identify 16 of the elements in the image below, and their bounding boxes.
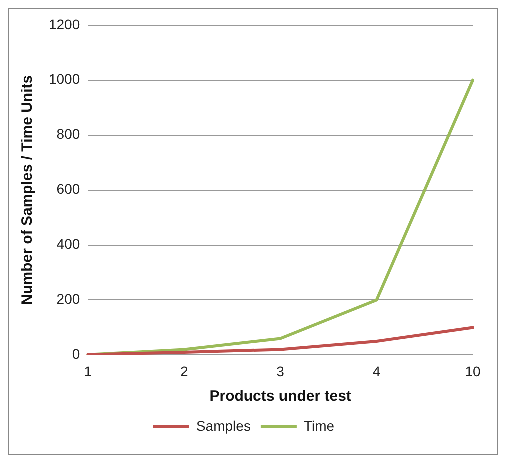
x-axis-title: Products under test (210, 388, 352, 406)
x-tick-label: 1 (84, 363, 92, 380)
y-tick-label: 400 (56, 236, 80, 252)
y-tick-label: 200 (56, 291, 80, 308)
y-tick-label: 0 (72, 346, 80, 362)
x-tick-label: 3 (276, 363, 285, 380)
x-tick-label: 10 (465, 363, 481, 380)
x-tick-label: 4 (372, 363, 381, 380)
legend-label: Time (304, 418, 335, 434)
legend-label: Samples (196, 418, 251, 434)
y-tick-label: 1000 (48, 71, 80, 88)
y-tick-label: 800 (56, 126, 80, 142)
y-tick-label: 1200 (48, 16, 80, 32)
y-axis-title: Number of Samples / Time Units (19, 75, 36, 306)
y-tick-label: 600 (56, 181, 80, 198)
x-tick-label: 2 (180, 363, 188, 380)
